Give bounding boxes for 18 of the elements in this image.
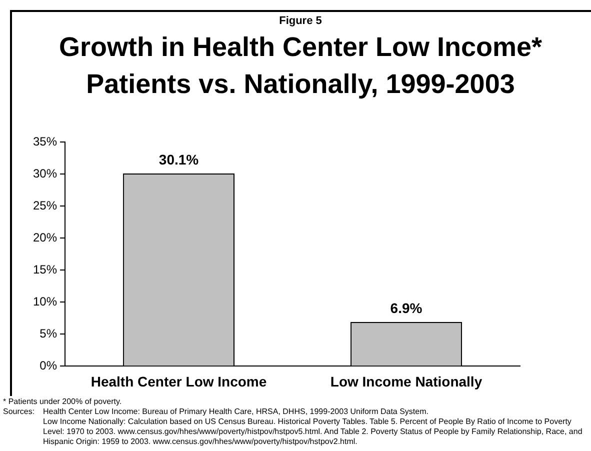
chart-subtitle: Figure 5: [278, 15, 323, 27]
y-tick-label: 25%: [32, 198, 58, 213]
y-tick-label: 20%: [32, 230, 58, 245]
text: Health Center Low Income: Bureau of Primary Health Care, HRSA, DHHS, 1999-2003 Uniform Data System.: [43, 407, 430, 417]
x-tick-label: Health Center Low Income: [90, 373, 267, 390]
y-tick-label: 10%: [32, 294, 58, 309]
x-tick-label: Low Income Nationally: [330, 373, 482, 390]
y-tick-label: 5%: [40, 326, 58, 341]
text: Low Income Nationally: Calculation based on US Census Bureau. Historical Poverty Tables. Table 5. Percent of People By Ratio of Income to Poverty Level: 1970 to 2003. www.census.gov/hhes/www/poverty/histpov/hstpov5.html. And Table 2. Poverty Status of People by Family Relationship, Race, and Hispanic Origin: 1959 to 2003. www.census.gov/hhes/www/poverty/histpov/hstpov2.html.: [43, 417, 584, 447]
y-tick-label: 0%: [40, 358, 58, 373]
chart-title: Growth in Health Center Low Income* Patients vs. Nationally, 1999-2003: [58, 31, 544, 101]
data-label: 6.9%: [390, 300, 423, 316]
y-tick-label: 35%: [32, 134, 58, 149]
y-tick-label: 15%: [32, 262, 58, 277]
source-note: Sources:: [3, 407, 36, 418]
text: * Patients under 200% of poverty.: [3, 397, 123, 407]
y-tick-label: 30%: [32, 166, 58, 181]
data-label: 30.1%: [158, 151, 200, 168]
